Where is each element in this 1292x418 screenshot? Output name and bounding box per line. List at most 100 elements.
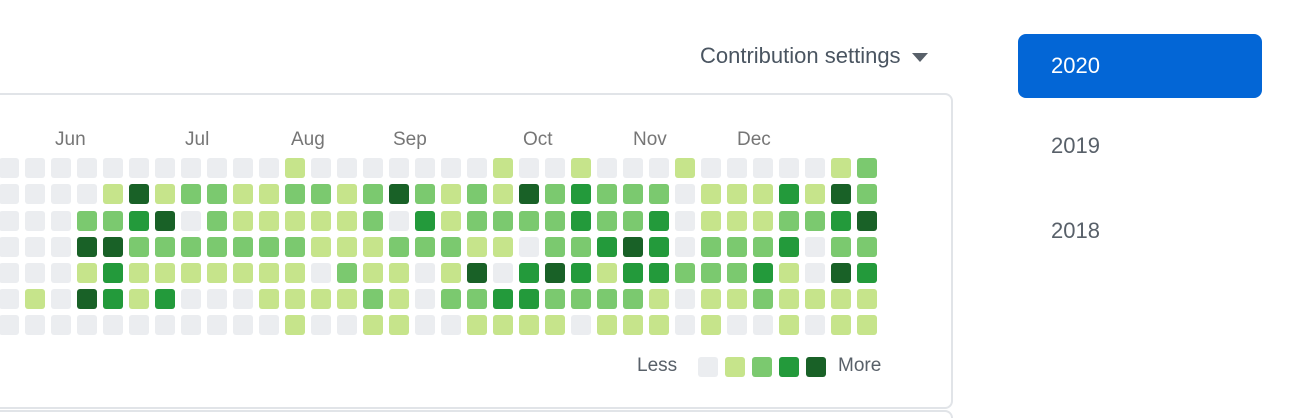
contribution-day-cell[interactable] <box>545 184 565 204</box>
contribution-day-cell[interactable] <box>103 211 123 231</box>
contribution-day-cell[interactable] <box>181 289 201 309</box>
contribution-day-cell[interactable] <box>805 289 825 309</box>
contribution-day-cell[interactable] <box>181 158 201 178</box>
contribution-day-cell[interactable] <box>545 158 565 178</box>
contribution-day-cell[interactable] <box>51 237 71 257</box>
contribution-day-cell[interactable] <box>25 237 45 257</box>
contribution-day-cell[interactable] <box>623 289 643 309</box>
contribution-day-cell[interactable] <box>727 237 747 257</box>
contribution-day-cell[interactable] <box>753 211 773 231</box>
contribution-day-cell[interactable] <box>441 315 461 335</box>
contribution-day-cell[interactable] <box>675 158 695 178</box>
contribution-day-cell[interactable] <box>363 315 383 335</box>
contribution-day-cell[interactable] <box>675 263 695 283</box>
contribution-day-cell[interactable] <box>753 289 773 309</box>
contribution-day-cell[interactable] <box>857 158 877 178</box>
contribution-day-cell[interactable] <box>415 263 435 283</box>
contribution-day-cell[interactable] <box>311 237 331 257</box>
contribution-day-cell[interactable] <box>363 184 383 204</box>
contribution-day-cell[interactable] <box>155 184 175 204</box>
contribution-day-cell[interactable] <box>545 237 565 257</box>
contribution-day-cell[interactable] <box>519 237 539 257</box>
contribution-day-cell[interactable] <box>363 263 383 283</box>
contribution-day-cell[interactable] <box>0 289 19 309</box>
contribution-day-cell[interactable] <box>389 237 409 257</box>
contribution-day-cell[interactable] <box>259 263 279 283</box>
contribution-day-cell[interactable] <box>363 289 383 309</box>
contribution-day-cell[interactable] <box>753 315 773 335</box>
contribution-day-cell[interactable] <box>415 289 435 309</box>
contribution-day-cell[interactable] <box>233 184 253 204</box>
contribution-day-cell[interactable] <box>805 211 825 231</box>
contribution-day-cell[interactable] <box>155 315 175 335</box>
contribution-day-cell[interactable] <box>493 211 513 231</box>
contribution-day-cell[interactable] <box>467 315 487 335</box>
contribution-day-cell[interactable] <box>727 184 747 204</box>
contribution-day-cell[interactable] <box>675 211 695 231</box>
contribution-day-cell[interactable] <box>259 289 279 309</box>
contribution-day-cell[interactable] <box>467 289 487 309</box>
contribution-day-cell[interactable] <box>129 237 149 257</box>
contribution-day-cell[interactable] <box>701 263 721 283</box>
contribution-day-cell[interactable] <box>337 315 357 335</box>
contribution-day-cell[interactable] <box>857 289 877 309</box>
contribution-day-cell[interactable] <box>103 237 123 257</box>
contribution-day-cell[interactable] <box>103 158 123 178</box>
contribution-day-cell[interactable] <box>857 184 877 204</box>
contribution-day-cell[interactable] <box>623 158 643 178</box>
contribution-day-cell[interactable] <box>675 315 695 335</box>
contribution-day-cell[interactable] <box>285 184 305 204</box>
contribution-day-cell[interactable] <box>727 263 747 283</box>
contribution-day-cell[interactable] <box>363 237 383 257</box>
contribution-day-cell[interactable] <box>857 315 877 335</box>
contribution-day-cell[interactable] <box>467 237 487 257</box>
contribution-day-cell[interactable] <box>311 184 331 204</box>
contribution-day-cell[interactable] <box>493 263 513 283</box>
contribution-day-cell[interactable] <box>779 158 799 178</box>
contribution-day-cell[interactable] <box>415 158 435 178</box>
contribution-day-cell[interactable] <box>701 211 721 231</box>
contribution-day-cell[interactable] <box>311 289 331 309</box>
contribution-day-cell[interactable] <box>467 211 487 231</box>
contribution-day-cell[interactable] <box>857 211 877 231</box>
contribution-day-cell[interactable] <box>805 158 825 178</box>
contribution-day-cell[interactable] <box>831 158 851 178</box>
contribution-day-cell[interactable] <box>519 315 539 335</box>
contribution-day-cell[interactable] <box>77 263 97 283</box>
contribution-day-cell[interactable] <box>467 158 487 178</box>
contribution-day-cell[interactable] <box>389 158 409 178</box>
contribution-day-cell[interactable] <box>77 158 97 178</box>
contribution-day-cell[interactable] <box>207 184 227 204</box>
contribution-day-cell[interactable] <box>389 315 409 335</box>
contribution-day-cell[interactable] <box>25 315 45 335</box>
contribution-day-cell[interactable] <box>285 237 305 257</box>
contribution-day-cell[interactable] <box>51 263 71 283</box>
contribution-day-cell[interactable] <box>571 158 591 178</box>
contribution-day-cell[interactable] <box>493 289 513 309</box>
contribution-day-cell[interactable] <box>779 184 799 204</box>
contribution-day-cell[interactable] <box>103 184 123 204</box>
contribution-day-cell[interactable] <box>77 211 97 231</box>
contribution-day-cell[interactable] <box>259 315 279 335</box>
contribution-day-cell[interactable] <box>597 263 617 283</box>
contribution-day-cell[interactable] <box>623 263 643 283</box>
contribution-day-cell[interactable] <box>571 289 591 309</box>
contribution-day-cell[interactable] <box>727 289 747 309</box>
contribution-day-cell[interactable] <box>415 315 435 335</box>
contribution-day-cell[interactable] <box>337 184 357 204</box>
contribution-day-cell[interactable] <box>441 158 461 178</box>
contribution-day-cell[interactable] <box>831 263 851 283</box>
contribution-day-cell[interactable] <box>831 315 851 335</box>
contribution-day-cell[interactable] <box>0 237 19 257</box>
contribution-day-cell[interactable] <box>779 211 799 231</box>
contribution-day-cell[interactable] <box>155 211 175 231</box>
contribution-day-cell[interactable] <box>701 289 721 309</box>
contribution-day-cell[interactable] <box>25 184 45 204</box>
contribution-day-cell[interactable] <box>701 158 721 178</box>
contribution-day-cell[interactable] <box>675 184 695 204</box>
contribution-day-cell[interactable] <box>831 211 851 231</box>
contribution-day-cell[interactable] <box>51 211 71 231</box>
contribution-day-cell[interactable] <box>727 158 747 178</box>
contribution-day-cell[interactable] <box>519 289 539 309</box>
contribution-day-cell[interactable] <box>415 211 435 231</box>
